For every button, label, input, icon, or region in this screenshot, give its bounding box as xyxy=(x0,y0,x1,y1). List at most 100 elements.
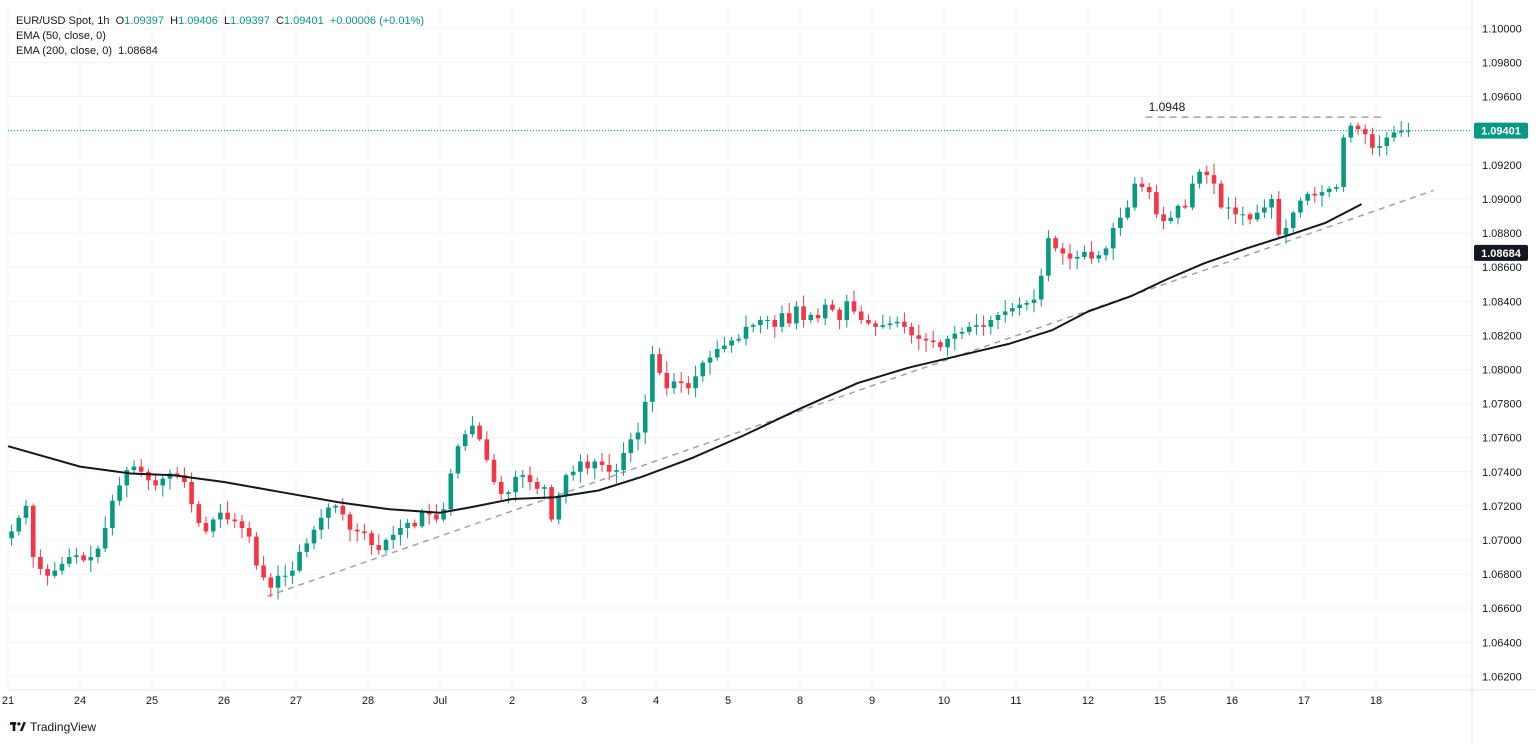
candle-body xyxy=(81,555,86,561)
candle-body xyxy=(441,509,446,520)
candle-body xyxy=(765,320,770,322)
candle-body xyxy=(822,304,828,319)
x-tick-label: Jul xyxy=(433,695,447,707)
candle-body xyxy=(484,439,490,460)
resistance-label: 1.0948 xyxy=(1149,100,1186,114)
y-tick-label: 1.08400 xyxy=(1482,296,1522,308)
candle-body xyxy=(815,314,821,319)
candle-body xyxy=(1262,207,1267,213)
candle-body xyxy=(30,505,36,558)
candle-body xyxy=(1398,130,1404,133)
candle-body xyxy=(1348,125,1354,138)
y-tick-label: 1.08800 xyxy=(1482,228,1522,240)
ohlc-row: EUR/USD Spot, 1h O1.09397 H1.09406 L1.09… xyxy=(16,14,424,29)
candle-body xyxy=(347,514,353,530)
tradingview-logo-icon xyxy=(10,722,26,731)
candle-body xyxy=(246,528,252,537)
x-tick-label: 21 xyxy=(2,695,14,707)
candle-body xyxy=(1283,227,1289,235)
candle-body xyxy=(232,519,238,522)
candle-body xyxy=(1377,146,1382,148)
open-label: O xyxy=(115,15,125,27)
y-tick-label: 1.08000 xyxy=(1482,364,1522,376)
x-tick-label: 2 xyxy=(509,695,515,707)
candle-body xyxy=(707,357,713,363)
candle-body xyxy=(1175,205,1181,218)
candle-body xyxy=(628,439,634,454)
x-tick-label: 12 xyxy=(1082,695,1094,707)
candle-body xyxy=(1139,183,1145,188)
candle-body xyxy=(1103,248,1109,256)
candle-body xyxy=(887,323,893,326)
candle-body xyxy=(261,565,266,578)
candle-body xyxy=(1211,175,1217,184)
candle-body xyxy=(1161,214,1166,222)
candle-body xyxy=(182,475,187,482)
candle-body xyxy=(1247,214,1253,220)
candle-body xyxy=(830,304,835,310)
candle-body xyxy=(959,331,965,334)
candle-body xyxy=(210,519,216,532)
candle-body xyxy=(621,453,626,471)
candle-body xyxy=(873,323,878,327)
candle-body xyxy=(1370,134,1375,148)
candle-body xyxy=(1218,183,1224,208)
candle-body xyxy=(59,563,65,571)
candle-body xyxy=(506,492,511,494)
candle-body xyxy=(578,461,583,472)
candle-body xyxy=(9,531,14,539)
candle-body xyxy=(88,557,94,561)
x-tick-label: 26 xyxy=(218,695,230,707)
y-tick-label: 1.06400 xyxy=(1482,637,1522,649)
candle-body xyxy=(1110,227,1116,249)
candle-body xyxy=(758,320,763,326)
annotations: 1.0948 xyxy=(8,100,1472,597)
candle-body xyxy=(1096,255,1102,259)
candle-body xyxy=(1319,192,1325,196)
ema200-row[interactable]: EMA (200, close, 0) 1.08684 xyxy=(16,44,424,59)
candle-body xyxy=(750,325,756,327)
candle-body xyxy=(902,321,907,327)
candle-body xyxy=(225,512,230,520)
tradingview-brand[interactable]: TradingView xyxy=(10,720,96,734)
candle-body xyxy=(131,466,137,471)
candle-body xyxy=(700,362,706,377)
candle-body xyxy=(1089,251,1094,259)
x-tick-label: 18 xyxy=(1370,695,1382,707)
candle-body xyxy=(1190,183,1195,208)
chart-legend: EUR/USD Spot, 1h O1.09397 H1.09406 L1.09… xyxy=(16,14,424,59)
ema200-line xyxy=(7,203,1363,514)
ascending-trendline xyxy=(266,189,1434,597)
candle-body xyxy=(160,478,166,486)
x-tick-label: 4 xyxy=(653,695,659,707)
candle-body xyxy=(1305,193,1310,201)
candle-body xyxy=(945,338,950,348)
candle-body xyxy=(383,539,389,551)
last-price-badge-text: 1.09401 xyxy=(1481,126,1521,138)
candle-body xyxy=(1197,171,1202,184)
candle-body xyxy=(102,528,108,549)
candle-body xyxy=(1290,212,1296,228)
candle-body xyxy=(606,464,612,472)
open-value: 1.09397 xyxy=(124,15,164,27)
candle-body xyxy=(1017,304,1022,309)
candle-body xyxy=(117,485,122,501)
candle-body xyxy=(542,487,547,489)
candle-body xyxy=(491,459,497,482)
ema50-row[interactable]: EMA (50, close, 0) xyxy=(16,29,424,44)
y-tick-label: 1.07400 xyxy=(1482,467,1522,479)
candle-body xyxy=(1384,137,1390,147)
candle-body xyxy=(880,325,886,327)
candle-body xyxy=(1154,192,1159,215)
candle-body xyxy=(794,306,799,324)
y-tick-label: 1.07800 xyxy=(1482,399,1522,411)
candle-body xyxy=(974,325,979,327)
y-tick-label: 1.09800 xyxy=(1482,58,1522,70)
candle-body xyxy=(333,505,338,508)
price-badges: 1.09401 1.08684 xyxy=(1474,122,1528,261)
y-tick-label: 1.07600 xyxy=(1482,433,1522,445)
candle-body xyxy=(405,522,410,529)
candle-body xyxy=(52,570,58,576)
candle-body xyxy=(218,512,223,520)
